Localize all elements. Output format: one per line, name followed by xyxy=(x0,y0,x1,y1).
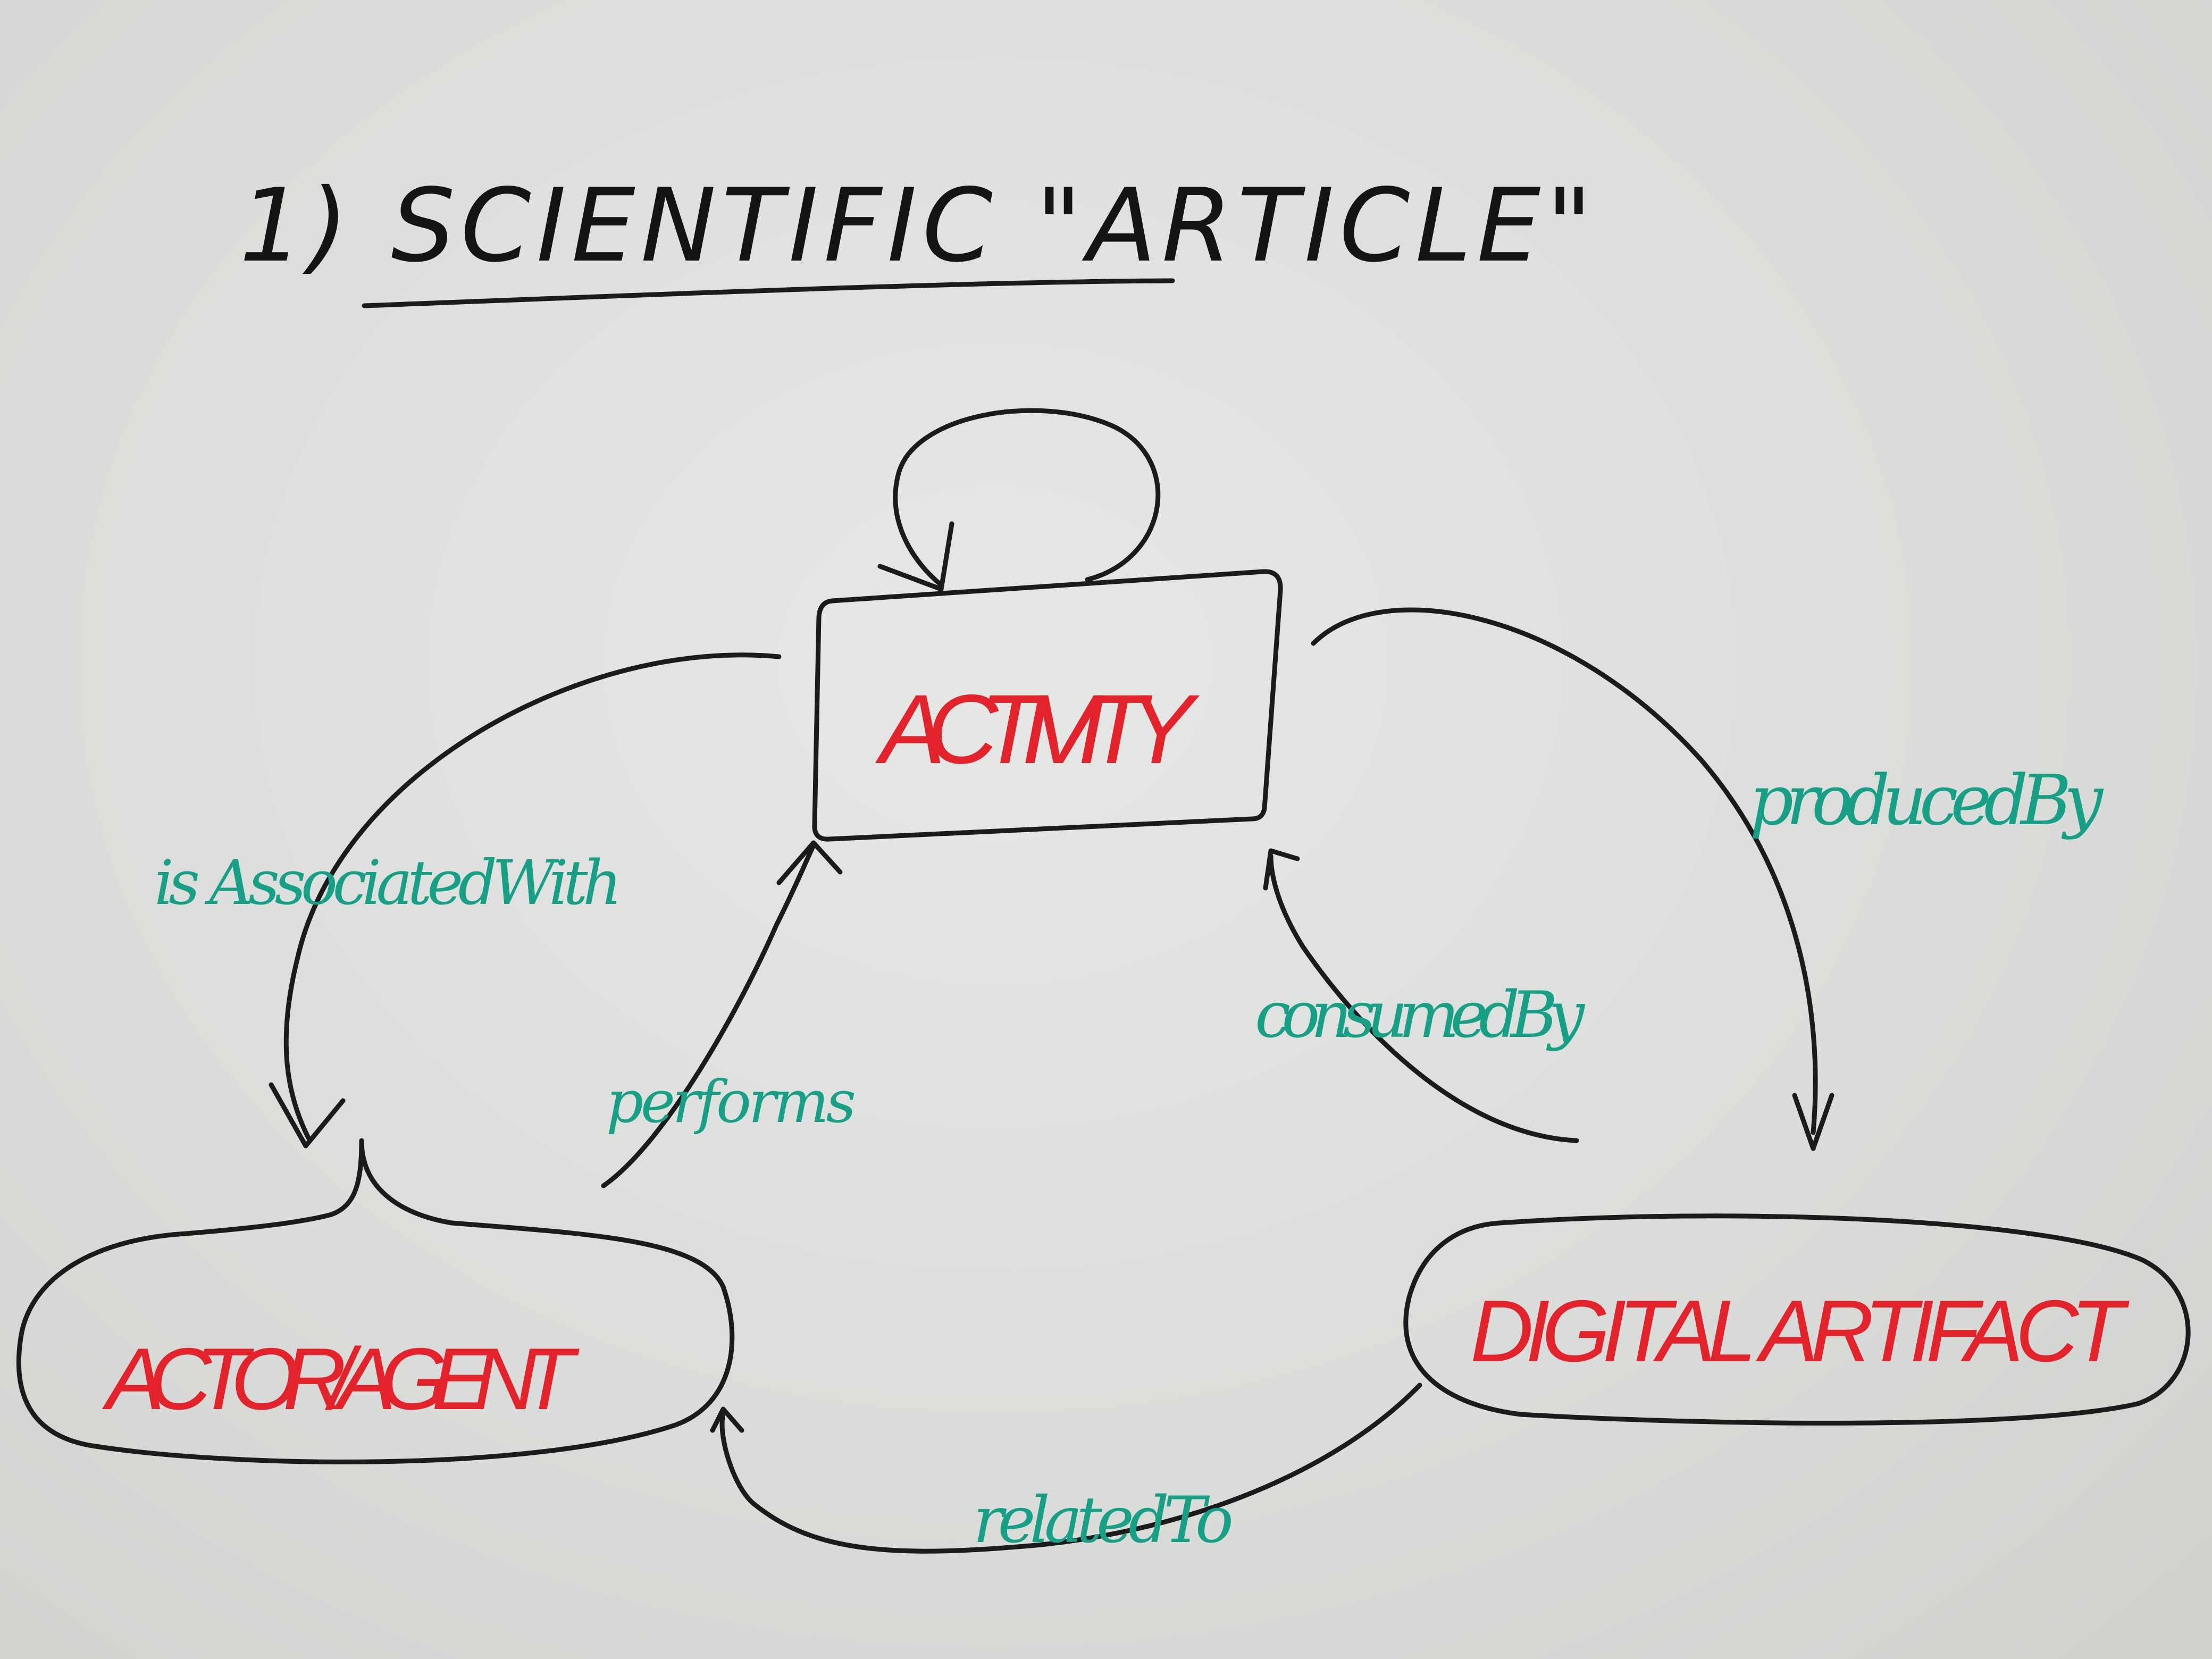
actor-agent-shape xyxy=(16,1138,735,1464)
self-loop-arrowhead xyxy=(877,521,954,592)
associated-with-edge xyxy=(283,652,782,1141)
activity-box xyxy=(812,569,1283,842)
digital-artifact-shape xyxy=(1403,1213,2191,1426)
related-to-edge xyxy=(719,1382,1422,1554)
produced-by-label: producedBy xyxy=(1749,760,2104,841)
related-to-label: relatedTo xyxy=(973,1484,1234,1557)
associated-with-label: is AssociatedWith xyxy=(154,848,622,919)
self-loop-edge xyxy=(893,408,1161,588)
digital-artifact-label: DIGITAL ARTIFACT xyxy=(1470,1282,2130,1380)
title-underline xyxy=(362,278,1175,308)
produced-by-arrowhead xyxy=(1792,1093,1834,1151)
diagram-title: 1) SCIENTIFIC "ARTICLE" xyxy=(239,167,1598,284)
associated-with-arrowhead xyxy=(269,1082,346,1149)
activity-label: ACTIVITY xyxy=(875,675,1200,784)
performs-edge xyxy=(601,843,816,1188)
performs-label: performs xyxy=(606,1068,856,1136)
consumed-by-label: consumedBy xyxy=(1255,978,1586,1052)
consumed-by-arrowhead xyxy=(1263,848,1300,891)
consumed-by-edge xyxy=(1268,853,1579,1143)
performs-arrowhead xyxy=(776,840,843,885)
produced-by-edge xyxy=(1311,607,1818,1135)
related-to-arrowhead xyxy=(710,1406,744,1433)
actor-agent-label: ACTOR/AGENT xyxy=(102,1330,580,1428)
